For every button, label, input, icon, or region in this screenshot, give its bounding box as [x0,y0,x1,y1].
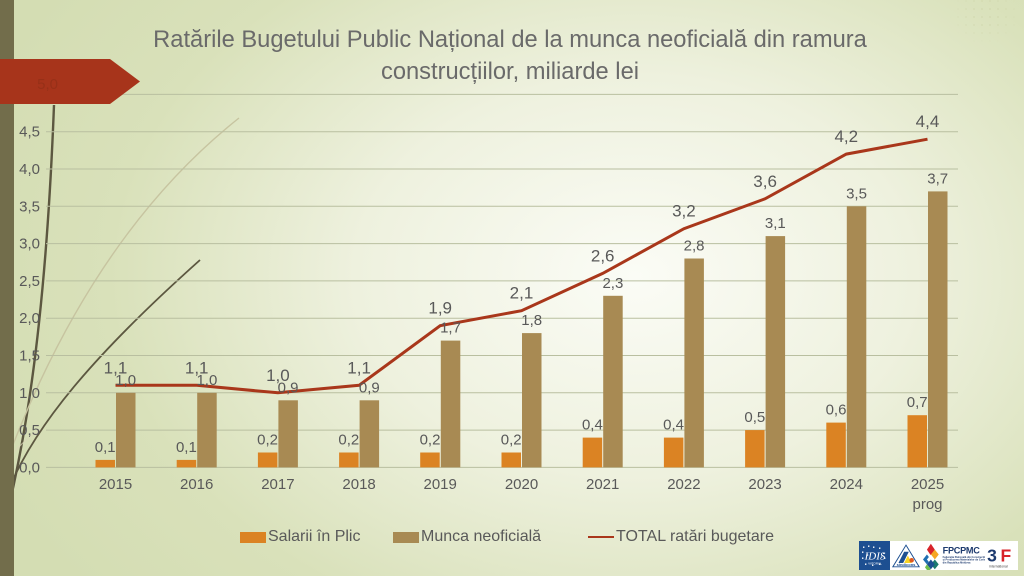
svg-text:4,5: 4,5 [19,124,40,141]
svg-text:4,2: 4,2 [834,127,858,146]
svg-text:3,1: 3,1 [765,215,786,232]
svg-text:1,7: 1,7 [440,320,461,337]
svg-text:2017: 2017 [261,476,294,493]
svg-text:2021: 2021 [586,476,619,493]
svg-text:2,0: 2,0 [19,310,40,327]
svg-text:2,6: 2,6 [591,246,615,265]
svg-text:5,0: 5,0 [37,76,58,93]
svg-text:4,0: 4,0 [19,161,40,178]
svg-text:0,0: 0,0 [19,459,40,476]
svg-text:0,5: 0,5 [744,409,765,426]
svg-text:din Republica Moldova: din Republica Moldova [943,561,971,565]
svg-text:2,5: 2,5 [19,273,40,290]
svg-text:F: F [1000,546,1011,566]
svg-text:3,5: 3,5 [846,185,867,202]
svg-text:international: international [989,564,1008,568]
svg-text:0,1: 0,1 [95,439,116,456]
svg-text:1,0: 1,0 [19,385,40,402]
svg-text:2018: 2018 [342,476,375,493]
svg-text:3,0: 3,0 [19,236,40,253]
svg-text:3,7: 3,7 [927,170,948,187]
svg-text:0,4: 0,4 [582,417,603,434]
svg-text:0,2: 0,2 [420,432,441,449]
svg-text:0,7: 0,7 [907,394,928,411]
svg-text:sindicons: sindicons [897,562,917,567]
svg-text:1,8: 1,8 [521,312,542,329]
svg-text:1,1: 1,1 [185,358,209,377]
svg-text:0,9: 0,9 [359,379,380,396]
svg-text:2016: 2016 [180,476,213,493]
svg-text:1,5: 1,5 [19,348,40,365]
svg-text:1,1: 1,1 [347,358,371,377]
svg-text:3,6: 3,6 [753,172,777,191]
svg-text:3,2: 3,2 [672,202,696,221]
svg-text:0,2: 0,2 [257,432,278,449]
svg-text:4,4: 4,4 [916,112,940,131]
svg-text:2,3: 2,3 [602,275,623,292]
svg-text:1,1: 1,1 [104,358,128,377]
svg-text:2025: 2025 [911,476,944,493]
svg-text:0,2: 0,2 [501,432,522,449]
svg-text:VIITORUL: VIITORUL [868,562,882,566]
svg-text:2020: 2020 [505,476,538,493]
svg-text:3: 3 [987,546,997,566]
svg-text:0,1: 0,1 [176,439,197,456]
svg-text:0,4: 0,4 [663,417,684,434]
svg-text:3,5: 3,5 [19,198,40,215]
svg-text:2024: 2024 [830,476,863,493]
svg-text:FPCPMC: FPCPMC [943,546,981,556]
svg-text:1,9: 1,9 [428,299,452,318]
svg-text:1,0: 1,0 [266,366,290,385]
svg-text:2023: 2023 [748,476,781,493]
svg-text:0,5: 0,5 [19,422,40,439]
svg-text:2019: 2019 [424,476,457,493]
svg-text:0,6: 0,6 [826,402,847,419]
svg-text:2,8: 2,8 [684,238,705,255]
svg-text:2,1: 2,1 [510,284,534,303]
svg-text:0,2: 0,2 [338,432,359,449]
svg-text:2015: 2015 [99,476,132,493]
svg-text:prog: prog [912,496,942,513]
svg-text:2022: 2022 [667,476,700,493]
